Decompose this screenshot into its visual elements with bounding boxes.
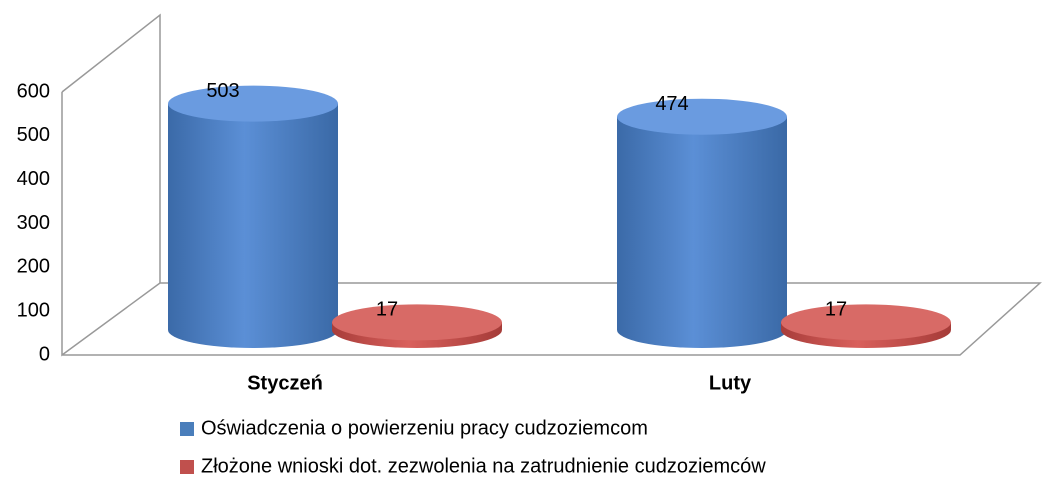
legend-swatch xyxy=(180,422,194,436)
y-tick-label: 200 xyxy=(17,256,50,278)
x-tick-label: Luty xyxy=(709,372,752,394)
y-tick-label: 100 xyxy=(17,299,50,321)
data-label: 503 xyxy=(206,80,239,102)
x-tick-label: Styczeń xyxy=(247,372,323,394)
bar xyxy=(168,103,338,349)
data-label: 17 xyxy=(825,299,847,321)
legend-label: Złożone wnioski dot. zezwolenia na zatru… xyxy=(201,455,766,477)
y-tick-label: 0 xyxy=(39,343,50,365)
y-tick-label: 300 xyxy=(17,212,50,234)
bar-top xyxy=(617,98,787,135)
legend-label: Oświadczenia o powierzeniu pracy cudzozi… xyxy=(201,417,648,439)
legend-swatch xyxy=(180,460,194,474)
bar xyxy=(617,116,787,348)
data-label: 17 xyxy=(376,299,398,321)
y-tick-label: 600 xyxy=(17,80,50,102)
y-tick-label: 400 xyxy=(17,168,50,190)
bar-top xyxy=(781,304,951,341)
bar-top xyxy=(168,85,338,122)
plot-frame xyxy=(61,13,1042,357)
bar-top xyxy=(332,304,502,341)
y-tick-label: 500 xyxy=(17,124,50,146)
data-label: 474 xyxy=(655,93,688,115)
